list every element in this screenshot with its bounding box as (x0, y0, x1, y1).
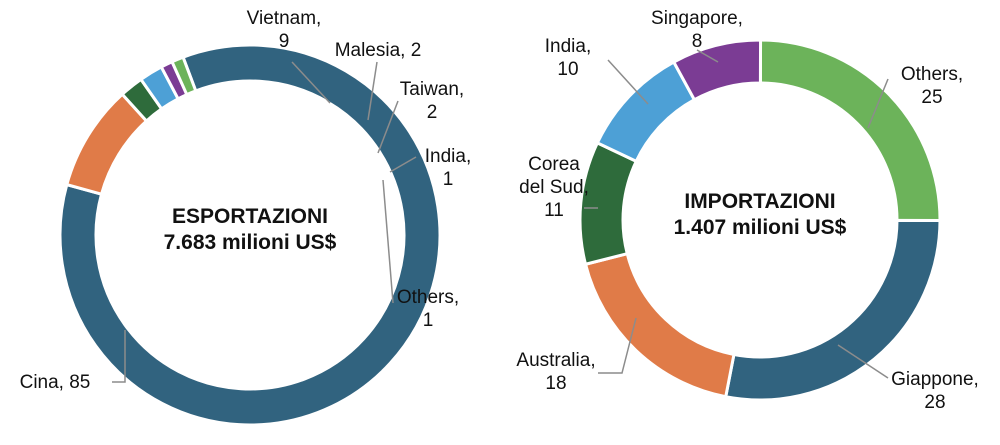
export-slice-others (170, 55, 198, 97)
import-label-india: India, 10 (545, 36, 591, 80)
export-leader-line-cina (112, 330, 126, 383)
export-donut-chart: Cina, 85 Vietnam, 9 Malesia, 2 Taiwan, 2 India… (20, 8, 471, 427)
import-label-others: Others, 25 (901, 64, 963, 108)
export-slice-cina (58, 43, 442, 427)
import-leader-line-singapore (696, 49, 719, 63)
import-slice-australia (583, 251, 736, 399)
import-leader-line-others (867, 78, 889, 129)
export-leader-line-others (382, 179, 394, 304)
export-label-taiwan: Taiwan, 2 (400, 79, 464, 123)
import-label-corea-del-sud: Corea del Sud, 11 (519, 154, 589, 221)
export-label-malesia: Malesia, 2 (335, 40, 422, 61)
export-leader-line-taiwan (377, 100, 399, 154)
export-label-india: India, 1 (425, 146, 471, 190)
export-leader-line-india (389, 156, 417, 173)
export-label-cina: Cina, 85 (20, 372, 91, 393)
import-slice-singapore (671, 38, 763, 102)
export-center-title: ESPORTAZIONI 7.683 milioni US$ (164, 205, 337, 254)
export-label-vietnam: Vietnam, 9 (247, 8, 322, 52)
import-center-title: IMPORTAZIONI 1.407 milioni US$ (674, 190, 847, 239)
import-donut-chart: Others, 25 Giappone, 28 Australia, 18 Corea del… (516, 8, 978, 413)
import-slice-corea-del-sud (578, 140, 639, 267)
import-label-australia: Australia, 18 (516, 350, 595, 394)
import-label-singapore: Singapore, 8 (651, 8, 743, 52)
import-leader-line-india (607, 59, 649, 105)
import-leader-line-giappone (837, 344, 889, 379)
export-leader-line-vietnam (291, 61, 331, 104)
import-leader-line-australia (598, 317, 637, 374)
import-label-giappone: Giappone, 28 (891, 369, 979, 413)
import-slice-india (595, 59, 697, 164)
export-leader-line-malesia (367, 61, 378, 121)
export-label-others: Others, 1 (397, 287, 459, 331)
